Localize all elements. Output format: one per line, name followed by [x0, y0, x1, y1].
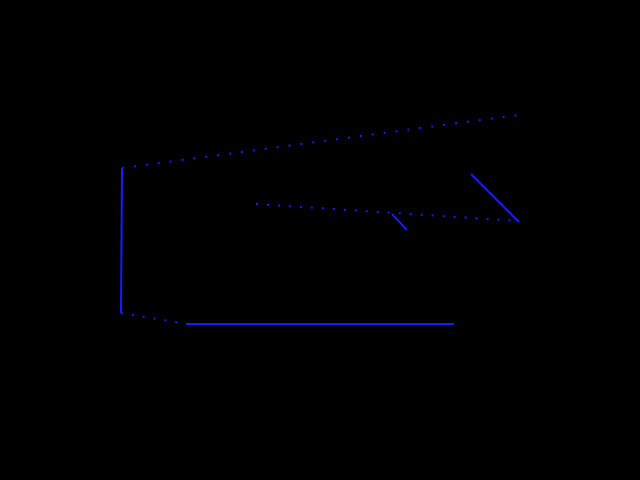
- right-diagonal-edge: [470, 173, 520, 223]
- inner-diagonal-edge: [391, 213, 408, 231]
- bottom-left-dotted-edge: [120, 312, 188, 325]
- middle-dotted-edge: [255, 203, 519, 222]
- left-vertical-edge: [120, 167, 123, 314]
- top-dotted-edge: [121, 114, 519, 169]
